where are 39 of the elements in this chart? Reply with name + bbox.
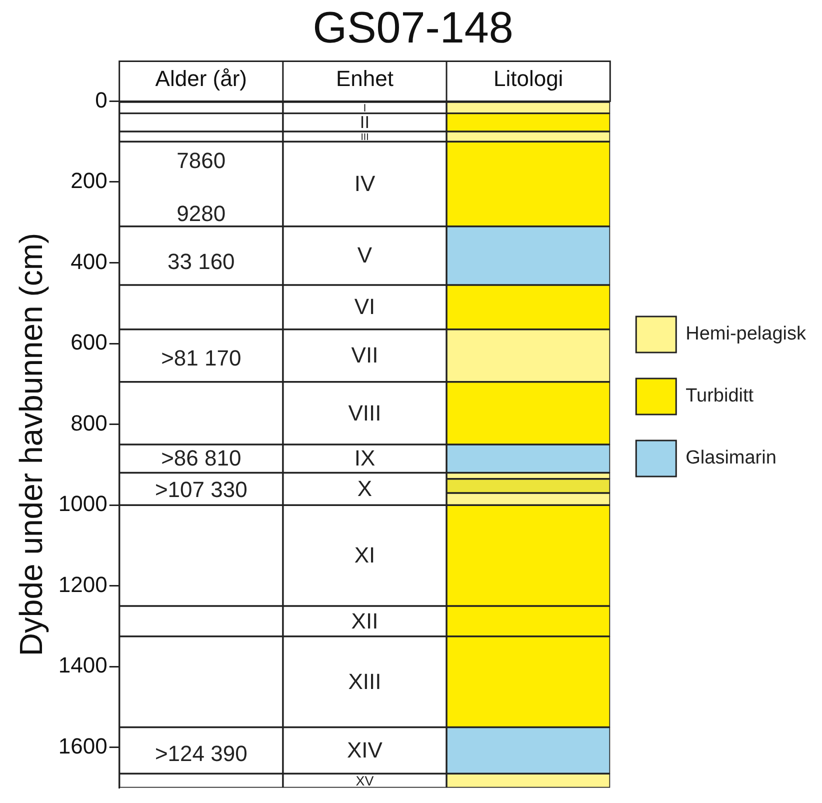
data-label: VIII <box>348 400 382 426</box>
data-label: IX <box>354 446 376 471</box>
y-tick-label: 600 <box>70 330 108 355</box>
y-tick-label: 400 <box>70 248 108 274</box>
legend-label: Glasimarin <box>686 448 776 469</box>
data-label: II <box>360 112 370 132</box>
y-tick-label: 1000 <box>58 491 108 516</box>
legend-label: Hemi-pelagisk <box>686 324 806 345</box>
data-label: IV <box>354 171 376 196</box>
data-label: XV <box>356 773 374 788</box>
legend-label: Turbiditt <box>686 386 754 407</box>
data-label: V <box>357 242 372 268</box>
y-tick-label: 1600 <box>58 733 108 758</box>
data-label: VI <box>354 294 376 320</box>
annotation: >107 330 <box>154 476 248 502</box>
chart-title: GS07-148 <box>312 4 514 53</box>
y-tick-label: 1200 <box>58 572 108 597</box>
y-tick-label: 1400 <box>58 652 108 678</box>
y-tick-label: 800 <box>70 410 108 436</box>
data-label: I <box>363 102 366 115</box>
data-label: XIV <box>347 738 383 763</box>
data-label: X <box>357 476 372 501</box>
data-label: XI <box>354 542 376 568</box>
y-tick-label: 0 <box>95 87 108 112</box>
x-tick-label: Alder (år) <box>155 66 247 92</box>
x-tick-label: Enhet <box>336 66 394 92</box>
data-label: III <box>360 132 369 144</box>
data-label: XII <box>351 608 378 634</box>
y-axis-title: Dybde under havbunnen (cm) <box>13 232 50 656</box>
data-label: VII <box>351 342 378 368</box>
annotation: >124 390 <box>154 741 248 766</box>
annotation: 7860 <box>176 148 226 173</box>
annotation: >81 170 <box>161 346 242 371</box>
annotation: >86 810 <box>161 445 242 470</box>
annotation: 9280 <box>176 200 226 226</box>
data-label: XIII <box>348 668 382 694</box>
y-tick-label: 200 <box>70 168 108 194</box>
annotation: 33 160 <box>167 248 235 274</box>
x-tick-label: Litologi <box>493 66 564 92</box>
